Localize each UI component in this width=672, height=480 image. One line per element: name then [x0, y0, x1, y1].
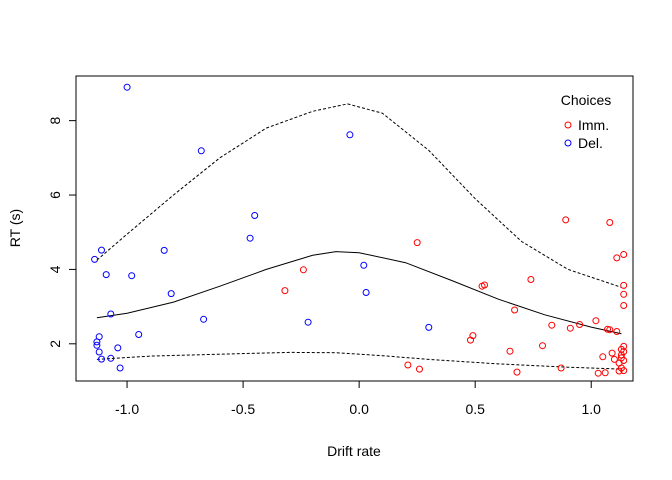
point-del: [123, 83, 131, 91]
x-tick-label: 0.0: [349, 401, 369, 417]
curve-lower: [96, 351, 622, 370]
y-axis: 2 4 6 8: [47, 117, 77, 348]
point-imm: [481, 281, 488, 289]
curve-upper: [96, 103, 622, 288]
x-tick-label: 1.0: [581, 401, 601, 417]
plot-frame: [75, 75, 634, 382]
point-imm: [594, 369, 602, 377]
point-imm: [548, 321, 556, 329]
point-del: [304, 318, 312, 326]
point-imm: [469, 332, 477, 340]
point-del: [102, 271, 110, 279]
point-del: [107, 354, 115, 362]
point-del: [91, 255, 99, 263]
point-imm: [527, 276, 535, 283]
point-imm: [576, 321, 584, 328]
point-del: [425, 323, 433, 331]
point-imm: [610, 355, 618, 363]
point-imm: [620, 290, 628, 298]
legend: Choices Imm. Del.: [561, 92, 612, 151]
point-del: [362, 289, 370, 296]
point-imm: [416, 365, 423, 373]
y-tick-label: 6: [47, 191, 63, 199]
y-axis-label: RT (s): [7, 209, 23, 247]
point-imm: [606, 219, 614, 226]
point-imm: [404, 361, 412, 369]
point-imm: [562, 216, 570, 224]
x-tick-label: -0.5: [231, 401, 255, 417]
point-imm: [601, 369, 609, 377]
x-axis: -1.0 -0.5 0.0 0.5 1.0: [115, 380, 601, 417]
x-tick-label: -1.0: [115, 401, 139, 417]
point-imm: [613, 254, 621, 262]
point-del: [95, 348, 103, 356]
point-del: [135, 331, 143, 338]
legend-label-del: Del.: [578, 135, 603, 151]
y-tick-label: 8: [47, 117, 63, 125]
point-imm: [620, 302, 628, 309]
point-imm: [620, 367, 628, 375]
model-curves: [96, 103, 622, 370]
point-del: [346, 131, 354, 139]
point-del: [95, 333, 103, 341]
x-tick-label: 0.5: [465, 401, 485, 417]
point-imm: [539, 342, 546, 350]
point-del: [197, 147, 205, 155]
y-tick-label: 4: [47, 265, 63, 273]
x-axis-label: Drift rate: [327, 443, 381, 459]
point-imm: [606, 326, 614, 334]
point-del: [107, 310, 115, 318]
data-points: [91, 83, 628, 377]
point-del: [114, 344, 122, 352]
point-imm: [620, 281, 628, 289]
point-imm: [299, 266, 307, 274]
point-del: [246, 234, 254, 242]
point-imm: [506, 347, 514, 355]
point-imm: [513, 368, 521, 376]
point-del: [251, 212, 259, 219]
point-del: [116, 364, 124, 372]
point-imm: [413, 239, 421, 247]
point-del: [160, 246, 168, 254]
point-imm: [557, 364, 565, 372]
point-imm: [592, 317, 600, 325]
point-imm: [608, 349, 616, 357]
point-imm: [281, 287, 289, 295]
point-del: [167, 290, 175, 298]
point-del: [128, 272, 136, 280]
curve-mean: [96, 251, 622, 335]
point-imm: [620, 357, 628, 364]
legend-marker-imm: [564, 121, 572, 129]
legend-label-imm: Imm.: [578, 117, 609, 133]
point-imm: [599, 353, 607, 361]
y-tick-label: 2: [47, 340, 63, 348]
point-del: [98, 246, 105, 254]
point-del: [360, 261, 368, 269]
point-imm: [511, 306, 519, 314]
point-imm: [620, 251, 628, 258]
point-imm: [620, 342, 628, 350]
point-imm: [613, 328, 621, 335]
point-imm: [566, 324, 574, 332]
point-del: [93, 341, 101, 349]
point-imm: [620, 348, 628, 356]
legend-title: Choices: [561, 92, 612, 108]
point-del: [98, 355, 105, 363]
legend-marker-del: [564, 139, 572, 147]
point-del: [200, 315, 208, 323]
